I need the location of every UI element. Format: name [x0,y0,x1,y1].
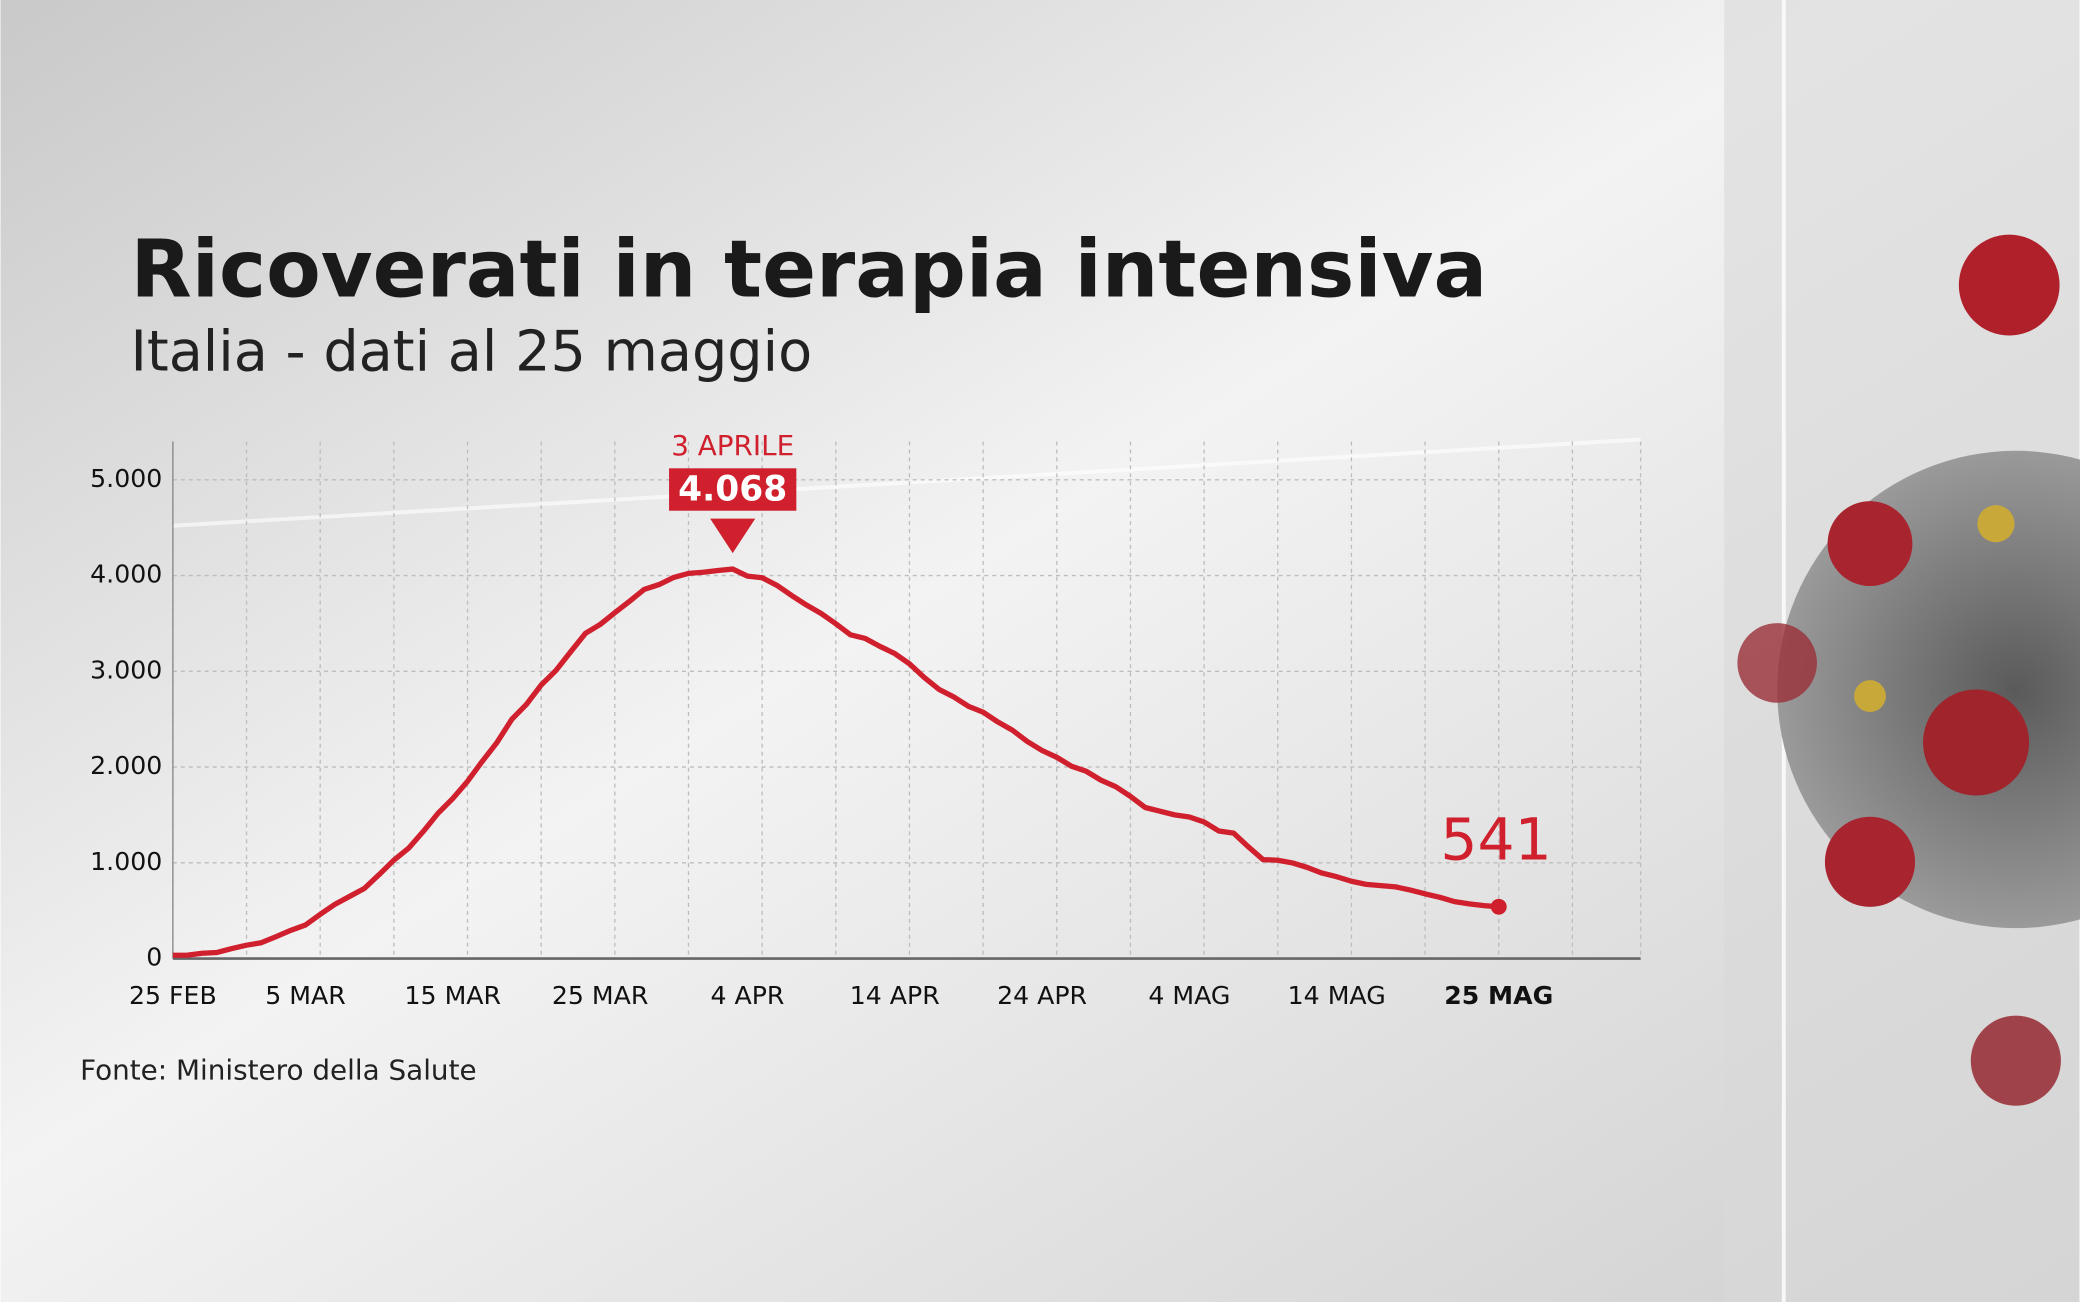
y-tick-label: 3.000 [90,655,162,684]
chart-subtitle: Italia - dati al 25 maggio [130,319,812,384]
x-tick-label: 14 APR [850,981,940,1010]
x-tick-label: 25 MAR [552,981,649,1010]
x-tick-label: 4 APR [710,981,784,1010]
x-tick-label: 24 APR [997,981,1087,1010]
x-tick-label: 15 MAR [405,981,502,1010]
x-tick-label: 25 FEB [129,981,217,1010]
y-tick-label: 1.000 [90,847,162,876]
value-label-box [669,468,797,511]
data-line [172,566,1499,958]
peak-annotation: 3 APRILE [671,429,794,462]
x-tick-label: 25 MAG [1444,981,1553,1010]
x-tick-label: 14 MAG [1288,981,1386,1010]
virus-decor [1724,0,2080,1302]
y-tick-label: 0 [146,943,162,972]
end-point [1490,898,1507,915]
x-tick-label: 4 MAG [1148,981,1230,1010]
y-tick-label: 5.000 [90,464,162,493]
chart-title: Ricoverati in terapia intensiva [130,222,1487,315]
y-tick-label: 2.000 [90,751,162,780]
y-tick-label: 4.000 [90,560,162,589]
x-tick-label: 5 MAR [265,981,346,1010]
value-label: 4.068 [678,469,787,509]
decor [172,437,1641,528]
peak-pointer [710,518,756,554]
value-label: 541 [1440,805,1551,873]
source: Fonte: Ministero della Salute [80,1053,477,1086]
